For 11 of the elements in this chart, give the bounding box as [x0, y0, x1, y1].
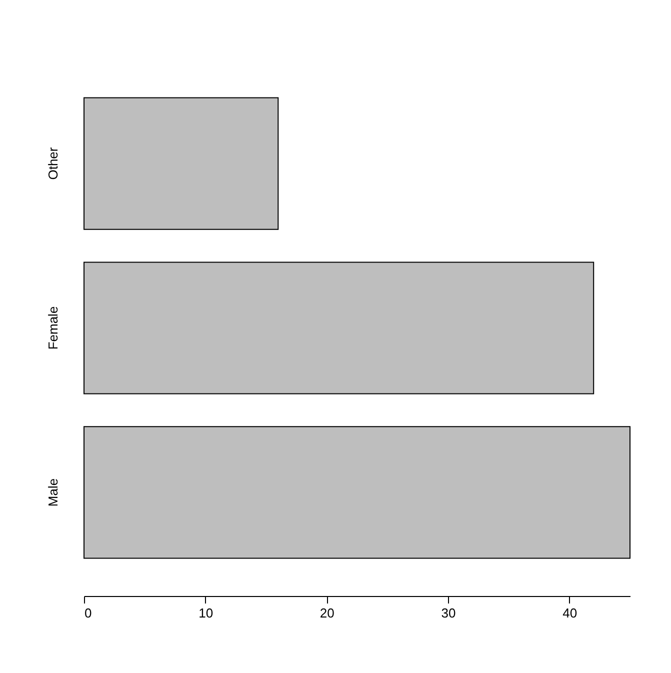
y-tick-label: Male [46, 478, 60, 507]
y-tick-label: Other [46, 146, 60, 180]
x-tick-label: 10 [198, 606, 214, 620]
bar [84, 426, 630, 559]
bar [84, 262, 594, 394]
x-tick-label: 20 [320, 606, 334, 620]
x-tick-label: 40 [562, 606, 578, 620]
bar [84, 97, 279, 230]
x-tick-label: 30 [441, 606, 456, 620]
y-tick-label: Female [46, 306, 60, 350]
x-tick-label: 0 [84, 606, 92, 620]
